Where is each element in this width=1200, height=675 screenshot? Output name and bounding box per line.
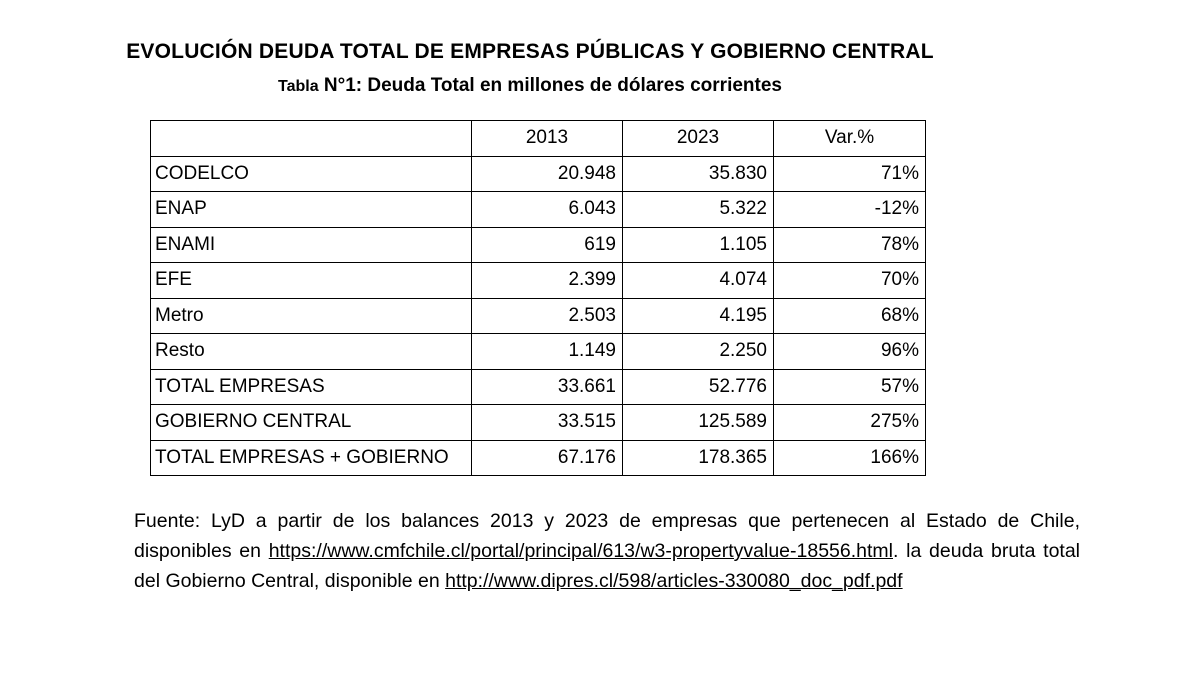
table-row: Metro 2.503 4.195 68% <box>150 297 926 334</box>
header-2023: 2023 <box>622 120 774 157</box>
table-subtitle: Tabla N°1: Deuda Total en millones de dó… <box>0 75 1060 97</box>
dipres-link[interactable]: http://www.dipres.cl/598/articles-330080… <box>445 570 903 592</box>
table-row: EFE 2.399 4.074 70% <box>150 262 926 299</box>
header-2013: 2013 <box>471 120 623 157</box>
table-row: Resto 1.149 2.250 96% <box>150 333 926 370</box>
source-text-1: Fuente: LyD a partir de los balances 201… <box>134 510 1080 562</box>
table-row: CODELCO 20.948 35.830 71% <box>150 155 926 192</box>
row-2013: 67.176 <box>471 439 623 476</box>
row-2013: 1.149 <box>471 333 623 370</box>
row-2023: 52.776 <box>622 368 774 405</box>
subtitle-rest: N°1: Deuda Total en millones de dólares … <box>318 75 782 96</box>
row-2023: 4.195 <box>622 297 774 334</box>
row-name: ENAMI <box>150 226 472 263</box>
row-var: 70% <box>773 262 926 299</box>
row-name: EFE <box>150 262 472 299</box>
row-var: 275% <box>773 404 926 441</box>
row-name: ENAP <box>150 191 472 228</box>
row-2013: 2.399 <box>471 262 623 299</box>
row-name: TOTAL EMPRESAS + GOBIERNO <box>150 439 472 476</box>
header-var: Var.% <box>773 120 926 157</box>
table-row: ENAMI 619 1.105 78% <box>150 226 926 263</box>
row-2023: 2.250 <box>622 333 774 370</box>
debt-table: 2013 2023 Var.% CODELCO 20.948 35.830 71… <box>150 120 926 476</box>
row-2013: 33.515 <box>471 404 623 441</box>
row-var: 71% <box>773 155 926 192</box>
row-name: CODELCO <box>150 155 472 192</box>
subtitle-prefix: Tabla <box>278 78 319 95</box>
row-var: 78% <box>773 226 926 263</box>
row-2013: 33.661 <box>471 368 623 405</box>
source-text-2: . la deuda bruta total del Gobierno Cent… <box>134 540 1081 592</box>
row-2013: 2.503 <box>471 297 623 334</box>
table-header-row: 2013 2023 Var.% <box>150 120 926 157</box>
row-2023: 125.589 <box>622 404 774 441</box>
row-var: 166% <box>773 439 926 476</box>
row-name: GOBIERNO CENTRAL <box>150 404 472 441</box>
row-var: 57% <box>773 368 926 405</box>
row-2013: 6.043 <box>471 191 623 228</box>
row-2023: 1.105 <box>622 226 774 263</box>
row-name: Metro <box>150 297 472 334</box>
row-2023: 35.830 <box>622 155 774 192</box>
source-note: Fuente: LyD a partir de los balances 201… <box>134 506 1080 596</box>
cmf-link[interactable]: https://www.cmfchile.cl/portal/principal… <box>268 540 893 562</box>
table-row: ENAP 6.043 5.322 -12% <box>150 191 926 228</box>
row-var: 96% <box>773 333 926 370</box>
row-var: -12% <box>773 191 926 228</box>
header-empty <box>150 120 472 157</box>
row-2023: 5.322 <box>622 191 774 228</box>
row-name: Resto <box>150 333 472 370</box>
table-row: TOTAL EMPRESAS + GOBIERNO 67.176 178.365… <box>150 439 926 476</box>
table-row: TOTAL EMPRESAS 33.661 52.776 57% <box>150 368 926 405</box>
row-2013: 20.948 <box>471 155 623 192</box>
row-2013: 619 <box>471 226 623 263</box>
row-var: 68% <box>773 297 926 334</box>
page-title: EVOLUCIÓN DEUDA TOTAL DE EMPRESAS PÚBLIC… <box>126 40 934 63</box>
row-2023: 178.365 <box>622 439 774 476</box>
table-row: GOBIERNO CENTRAL 33.515 125.589 275% <box>150 404 926 441</box>
row-2023: 4.074 <box>622 262 774 299</box>
row-name: TOTAL EMPRESAS <box>150 368 472 405</box>
